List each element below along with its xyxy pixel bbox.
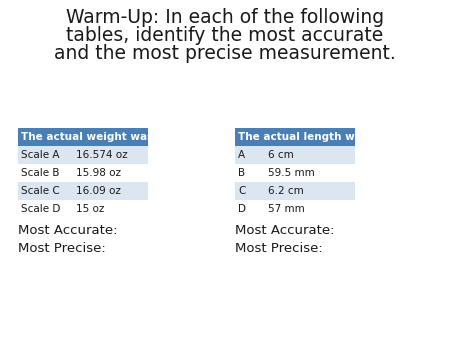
Bar [18,146,148,164]
Text: 16.574 oz: 16.574 oz [76,150,128,160]
Text: Most Precise:: Most Precise: [18,242,106,255]
Text: C: C [238,186,245,196]
Text: tables, identify the most accurate: tables, identify the most accurate [67,26,383,45]
Text: D: D [238,204,246,214]
Text: 16.09 oz: 16.09 oz [76,186,121,196]
Bar [18,164,148,182]
Text: Most Accurate:: Most Accurate: [235,224,334,237]
Text: B: B [238,168,245,178]
Text: Warm-Up: In each of the following: Warm-Up: In each of the following [66,8,384,27]
Bar [235,146,355,164]
Text: Scale B: Scale B [21,168,59,178]
Bar [235,182,355,200]
Text: 57 mm: 57 mm [268,204,305,214]
Text: Most Precise:: Most Precise: [235,242,323,255]
Bar [18,128,148,146]
Text: Scale A: Scale A [21,150,59,160]
Bar [235,128,355,146]
Bar [18,200,148,218]
Text: The actual length was 58mm: The actual length was 58mm [238,132,408,142]
Text: 6.2 cm: 6.2 cm [268,186,304,196]
Bar [235,164,355,182]
Text: Scale D: Scale D [21,204,60,214]
Text: 15.98 oz: 15.98 oz [76,168,121,178]
Text: A: A [238,150,245,160]
Text: Scale C: Scale C [21,186,60,196]
Text: and the most precise measurement.: and the most precise measurement. [54,44,396,63]
Bar [18,182,148,200]
Text: Most Accurate:: Most Accurate: [18,224,117,237]
Text: 15 oz: 15 oz [76,204,104,214]
Text: The actual weight was 2 lbs.: The actual weight was 2 lbs. [21,132,189,142]
Bar [235,200,355,218]
Text: 59.5 mm: 59.5 mm [268,168,315,178]
Text: 6 cm: 6 cm [268,150,294,160]
